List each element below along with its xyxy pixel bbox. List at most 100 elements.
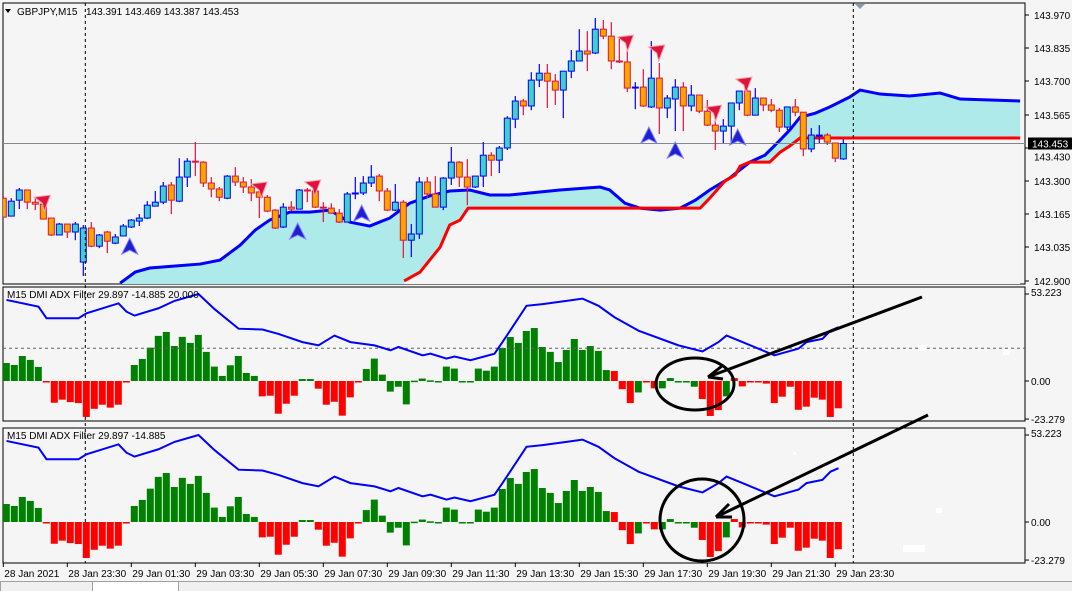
histogram-bar <box>42 381 50 383</box>
price-axis-label: 143.300 <box>1034 177 1071 188</box>
histogram-bar <box>74 522 82 545</box>
histogram-bar <box>762 381 770 384</box>
sell-arrow-icon <box>647 44 666 63</box>
candle <box>159 182 167 205</box>
candle-body <box>831 142 839 159</box>
candle <box>575 29 583 62</box>
histogram-bar <box>154 476 162 522</box>
candle <box>271 209 279 230</box>
candle <box>351 177 359 200</box>
candle-body <box>375 175 383 192</box>
histogram-bar <box>794 522 802 551</box>
histogram-bar <box>234 355 242 381</box>
histogram-bar <box>746 522 754 524</box>
histogram-bar <box>778 381 786 397</box>
candle-body <box>471 175 479 188</box>
candle <box>639 69 647 107</box>
histogram-bar <box>3 504 10 522</box>
cloud-lower-mask <box>404 138 1021 284</box>
annotation-circle <box>658 477 746 563</box>
histogram-bar <box>114 522 122 546</box>
histogram-bar <box>90 522 98 550</box>
candle <box>407 224 415 258</box>
candle-body <box>351 192 359 195</box>
ohlc-values-label: 143.391 143.469 143.387 143.453 <box>86 7 239 18</box>
candle <box>823 133 831 146</box>
candle-body <box>143 204 151 219</box>
blank-patch <box>903 545 925 552</box>
candle-body <box>759 97 767 106</box>
candle-body <box>231 175 239 183</box>
histogram-bar <box>66 522 74 544</box>
sell-arrow-icon <box>249 181 268 200</box>
candle <box>7 198 15 217</box>
time-axis-label: 29 Jan 19:30 <box>708 569 766 580</box>
candle <box>135 214 143 227</box>
candle <box>519 99 527 116</box>
candle-body <box>327 207 335 214</box>
histogram-bar <box>554 503 562 522</box>
histogram-bar <box>682 522 690 524</box>
time-axis-label: 29 Jan 23:30 <box>836 569 894 580</box>
candle <box>431 176 439 208</box>
histogram-bar <box>122 381 130 383</box>
candle-body <box>455 161 463 178</box>
candle-body <box>487 154 495 161</box>
time-axis-label: 29 Jan 11:30 <box>452 569 510 580</box>
histogram-bar <box>146 488 154 522</box>
candle <box>551 74 559 105</box>
pane2-title: M15 DMI ADX Filter 29.897 -14.885 <box>7 431 166 442</box>
candle <box>183 158 191 188</box>
histogram-bar <box>338 522 346 557</box>
chart-tab-active[interactable] <box>92 582 180 591</box>
candle-body <box>567 60 575 72</box>
chart-tab[interactable] <box>0 582 94 591</box>
histogram-bar <box>586 487 594 522</box>
candle <box>359 176 367 195</box>
histogram-bar <box>418 378 426 381</box>
candle <box>839 139 847 160</box>
histogram-bar <box>546 351 554 381</box>
chart-tab[interactable] <box>178 582 1072 591</box>
histogram-bar <box>122 522 130 524</box>
candle <box>143 201 151 220</box>
candle <box>767 99 775 113</box>
time-axis-label: 29 Jan 09:30 <box>388 569 446 580</box>
histogram-bar <box>586 346 594 381</box>
annotation-arrowhead-icon <box>714 502 732 519</box>
candle-body <box>823 134 831 143</box>
histogram-bar <box>330 381 338 402</box>
histogram-bar <box>474 509 482 522</box>
candle <box>447 146 455 186</box>
candle <box>711 120 719 150</box>
histogram-bar <box>354 522 362 524</box>
histogram-bar <box>258 522 266 538</box>
histogram-bar <box>258 381 266 397</box>
time-axis-label: 29 Jan 15:30 <box>580 569 638 580</box>
histogram-bar <box>746 381 754 383</box>
candle <box>3 195 7 218</box>
candle <box>191 142 199 177</box>
candle-body <box>631 86 639 89</box>
candle-body <box>23 189 31 203</box>
candle-body <box>87 227 95 247</box>
histogram-bar <box>802 522 810 548</box>
histogram-bar <box>666 378 674 381</box>
pane1-title: M15 DMI ADX Filter 29.897 -14.885 20.000 <box>7 290 199 301</box>
sell-arrow-icon <box>704 104 723 123</box>
candle-body <box>591 28 599 54</box>
histogram-bar <box>226 365 234 381</box>
candle-body <box>799 111 807 150</box>
candle-body <box>247 186 255 194</box>
candle-body <box>727 102 735 127</box>
annotation-arrow <box>715 413 929 519</box>
candle <box>295 188 303 210</box>
histogram-bar <box>402 522 410 546</box>
histogram-bar <box>58 522 66 541</box>
blank-patch <box>793 452 796 455</box>
histogram-bar <box>658 381 666 389</box>
histogram-bar <box>394 381 402 387</box>
histogram-bar <box>498 488 506 522</box>
histogram-bar <box>362 369 370 381</box>
